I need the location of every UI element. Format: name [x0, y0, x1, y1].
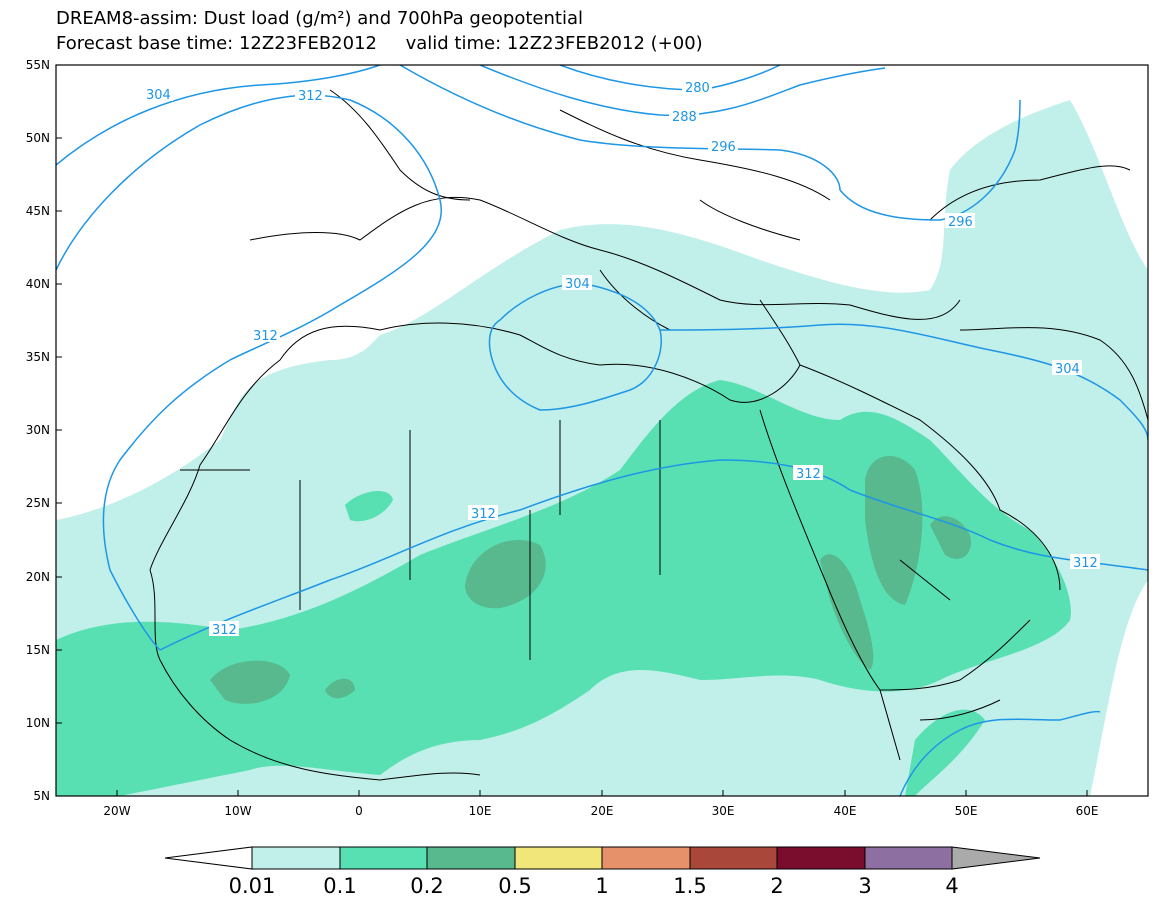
colorbar-label: 1.5	[673, 874, 706, 898]
colorbar-labels: 0.01 0.1 0.2 0.5 1 1.5 2 3 4	[229, 874, 959, 898]
contour-label: 312	[796, 467, 821, 482]
lon-label: 30E	[712, 804, 735, 818]
colorbar-swatch	[864, 846, 953, 870]
lon-label: 20W	[103, 804, 130, 818]
lat-label: 30N	[26, 423, 50, 437]
lat-label: 5N	[33, 789, 50, 803]
colorbar-label: 0.2	[410, 874, 443, 898]
contour-label: 304	[1055, 362, 1080, 377]
lat-label: 50N	[26, 131, 50, 145]
lat-label: 55N	[26, 58, 50, 72]
longitude-labels: 20W 10W 0 10E 20E 30E 40E 50E 60E	[103, 804, 1098, 818]
colorbar-swatch	[689, 846, 778, 870]
colorbar-label: 0.01	[229, 874, 276, 898]
lat-label: 35N	[26, 350, 50, 364]
contour-labels: 304 312 280 288 296 296 304 312 304 312 …	[143, 79, 1100, 638]
map-canvas: 304 312 280 288 296 296 304 312 304 312 …	[56, 65, 1148, 796]
latitude-axis	[56, 64, 62, 797]
contour-label: 304	[565, 277, 590, 292]
colorbar-swatch	[601, 846, 691, 870]
contour-label: 288	[672, 110, 697, 125]
longitude-axis	[116, 790, 1088, 796]
geopotential-contours	[56, 65, 1148, 796]
contour-label: 280	[685, 81, 710, 96]
colorbar-label: 0.1	[323, 874, 356, 898]
colorbar-over-arrow	[951, 846, 1041, 870]
contour-label: 312	[471, 507, 496, 522]
colorbar-under-arrow	[164, 846, 253, 870]
lon-label: 0	[355, 804, 363, 818]
lon-label: 10E	[469, 804, 492, 818]
dust-shading-medium	[56, 380, 1071, 796]
colorbar-swatch	[514, 846, 603, 870]
dust-shading-dark	[820, 554, 874, 670]
lon-label: 20E	[591, 804, 614, 818]
colorbar-swatch	[251, 846, 341, 870]
latitude-labels: 55N 50N 45N 40N 35N 30N 25N 20N 15N 10N …	[26, 58, 50, 803]
colorbar-label: 4	[945, 874, 958, 898]
contour-label: 312	[298, 89, 323, 104]
colorbar-label: 1	[595, 874, 608, 898]
coastlines	[149, 89, 1148, 781]
lat-label: 40N	[26, 277, 50, 291]
contour-label: 312	[212, 623, 237, 638]
dust-shading-dark	[465, 539, 546, 609]
dust-shading-dark	[865, 456, 923, 605]
lon-label: 40E	[834, 804, 857, 818]
lon-label: 50E	[955, 804, 978, 818]
map-title: DREAM8-assim: Dust load (g/m²) and 700hP…	[56, 8, 583, 29]
colorbar	[164, 846, 1041, 870]
dust-shading-dark	[210, 660, 290, 704]
dust-shading-medium	[905, 709, 985, 796]
colorbar-swatch	[776, 846, 866, 870]
colorbar-swatch	[339, 846, 428, 870]
contour-label: 312	[253, 329, 278, 344]
lat-label: 20N	[26, 570, 50, 584]
colorbar-swatch	[426, 846, 516, 870]
forecast-time-label: Forecast base time: 12Z23FEB2012 valid t…	[56, 33, 703, 54]
colorbar-label: 0.5	[498, 874, 531, 898]
colorbar-label: 3	[858, 874, 871, 898]
lon-label: 10W	[224, 804, 251, 818]
contour-label: 296	[711, 140, 736, 155]
contour-label: 312	[1073, 556, 1098, 571]
lon-label: 60E	[1076, 804, 1099, 818]
contour-label: 296	[948, 215, 973, 230]
colorbar-label: 2	[770, 874, 783, 898]
lat-label: 15N	[26, 643, 50, 657]
contour-label: 304	[146, 88, 171, 103]
dust-shading-dark	[325, 678, 355, 699]
dust-shading-medium	[345, 490, 393, 522]
lat-label: 25N	[26, 496, 50, 510]
lat-label: 10N	[26, 716, 50, 730]
lat-label: 45N	[26, 204, 50, 218]
